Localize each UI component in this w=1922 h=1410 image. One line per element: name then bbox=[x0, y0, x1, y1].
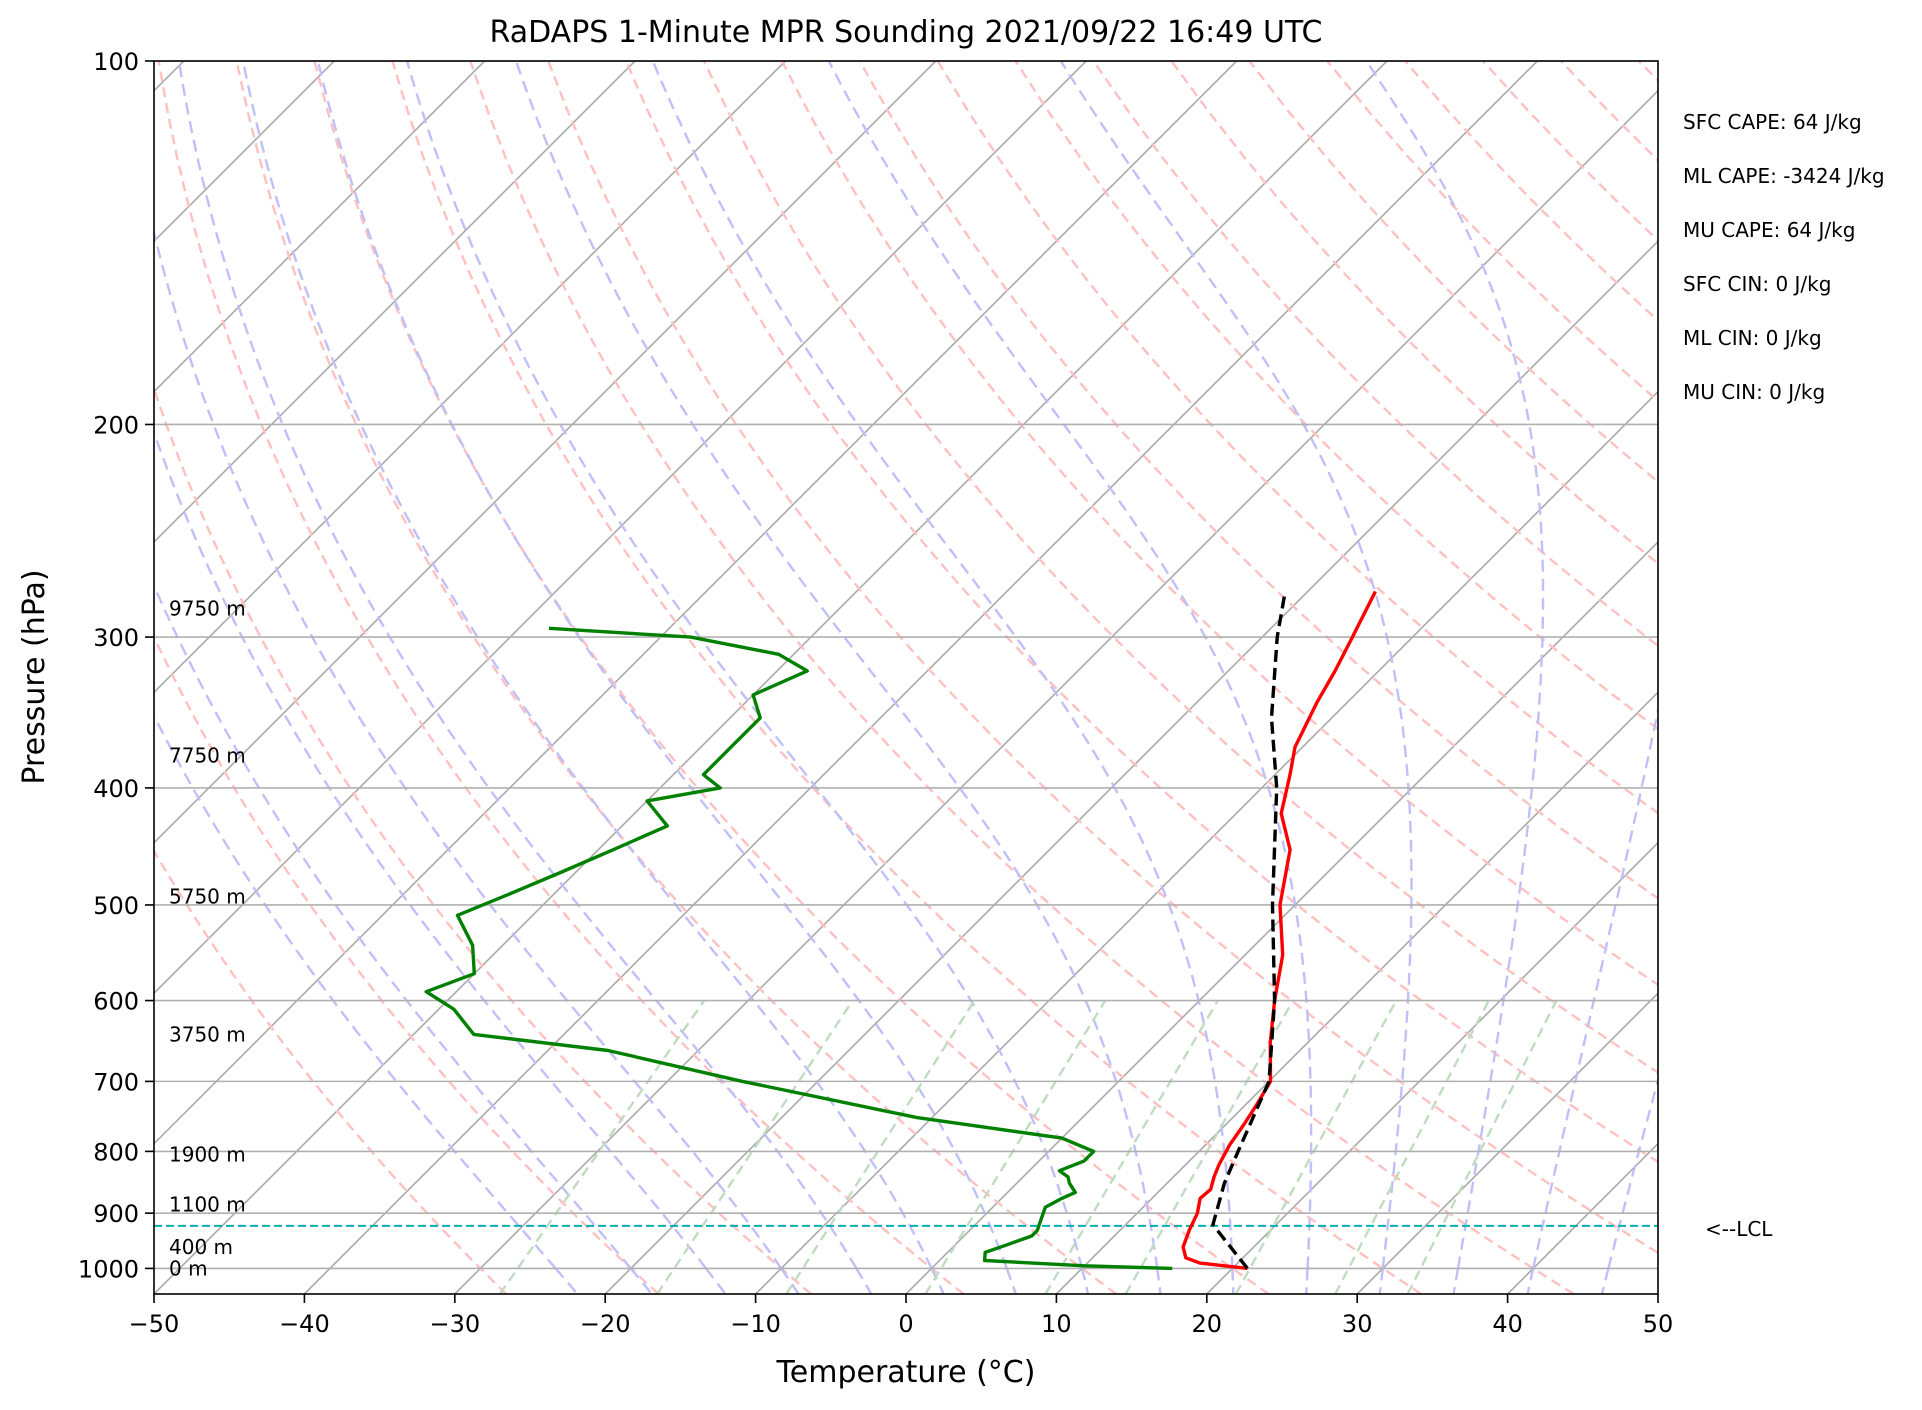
height-label: 1900 m bbox=[169, 1143, 246, 1167]
stability-index: MU CAPE: 64 J/kg bbox=[1683, 218, 1855, 242]
x-tick-label: 0 bbox=[898, 1310, 913, 1338]
y-tick-label: 500 bbox=[93, 892, 139, 920]
lcl-label: <--LCL bbox=[1705, 1217, 1773, 1241]
height-label: 0 m bbox=[169, 1256, 208, 1280]
x-tick-label: 10 bbox=[1041, 1310, 1072, 1338]
x-tick-label: −30 bbox=[429, 1310, 480, 1338]
y-tick-label: 700 bbox=[93, 1068, 139, 1096]
stability-index: ML CIN: 0 J/kg bbox=[1683, 326, 1822, 350]
height-label: 3750 m bbox=[169, 1022, 246, 1046]
chart-title: RaDAPS 1-Minute MPR Sounding 2021/09/22 … bbox=[490, 15, 1323, 50]
x-tick-label: 50 bbox=[1643, 1310, 1674, 1338]
height-label: 400 m bbox=[169, 1235, 233, 1259]
x-tick-label: 20 bbox=[1192, 1310, 1223, 1338]
x-tick-label: −40 bbox=[279, 1310, 330, 1338]
height-label: 5750 m bbox=[169, 884, 246, 908]
x-axis-label: Temperature (°C) bbox=[776, 1355, 1036, 1390]
height-label: 7750 m bbox=[169, 743, 246, 767]
stability-index: ML CAPE: -3424 J/kg bbox=[1683, 164, 1885, 188]
x-tick-label: −50 bbox=[129, 1310, 180, 1338]
stability-index: MU CIN: 0 J/kg bbox=[1683, 380, 1825, 404]
y-axis-label: Pressure (hPa) bbox=[17, 569, 52, 784]
height-label: 1100 m bbox=[169, 1192, 246, 1216]
y-tick-label: 1000 bbox=[78, 1255, 139, 1283]
stability-index: SFC CAPE: 64 J/kg bbox=[1683, 110, 1862, 134]
x-tick-label: −20 bbox=[580, 1310, 631, 1338]
x-tick-label: 40 bbox=[1492, 1310, 1523, 1338]
y-tick-label: 600 bbox=[93, 988, 139, 1016]
y-tick-label: 400 bbox=[93, 775, 139, 803]
y-tick-label: 800 bbox=[93, 1138, 139, 1166]
x-tick-label: 30 bbox=[1342, 1310, 1373, 1338]
x-tick-label: −10 bbox=[730, 1310, 781, 1338]
y-tick-label: 900 bbox=[93, 1200, 139, 1228]
y-tick-label: 100 bbox=[93, 48, 139, 76]
stability-index: SFC CIN: 0 J/kg bbox=[1683, 272, 1831, 296]
height-label: 9750 m bbox=[169, 596, 246, 620]
y-tick-label: 200 bbox=[93, 411, 139, 439]
y-tick-label: 300 bbox=[93, 624, 139, 652]
